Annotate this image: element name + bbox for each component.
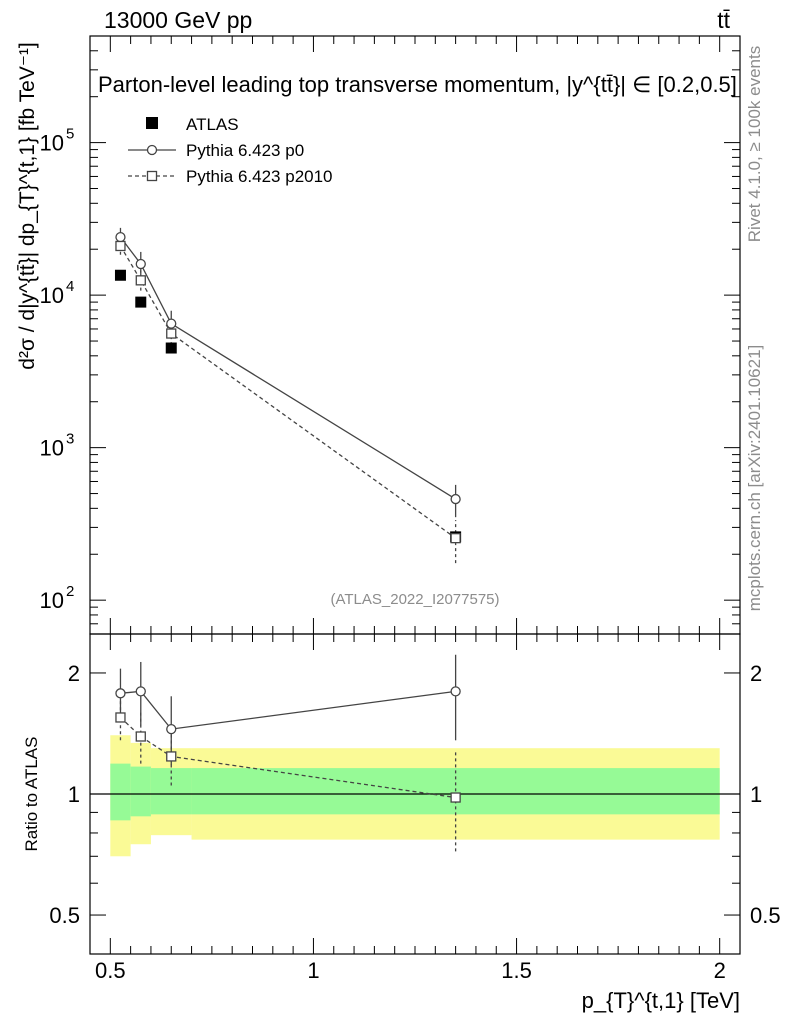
ratio-p2010-point <box>115 712 126 723</box>
ratio-p0-point <box>135 686 146 697</box>
ratio-stat-uncertainty-band <box>130 766 151 817</box>
main-p2010-point <box>135 275 146 286</box>
main-series-line <box>119 236 456 500</box>
legend-label: ATLAS <box>186 115 239 134</box>
analysis-label: (ATLAS_2022_I2077575) <box>330 591 499 608</box>
x-tick-label: 1 <box>307 958 319 983</box>
main-y-tick-exponent: 4 <box>66 278 74 295</box>
y-axis-label: d²σ / d|y^{tt̄}| dp_{T}^{t,1} [fb TeV⁻¹] <box>16 42 39 369</box>
x-tick-label: 0.5 <box>95 958 126 983</box>
main-p2010-point <box>450 533 461 544</box>
legend-atlas-marker <box>146 117 158 129</box>
main-y-tick-label: 10 <box>40 131 64 156</box>
plot-title: Parton-level leading top transverse mome… <box>98 72 737 97</box>
ratio-stat-uncertainty-band <box>110 763 131 821</box>
legend-p2010-marker <box>146 170 158 182</box>
ratio-y-tick-label: 0.5 <box>750 903 781 928</box>
main-p2010-point <box>166 328 177 339</box>
main-p0-point <box>166 318 177 329</box>
ratio-p2010-point <box>450 792 461 803</box>
rivet-label: Rivet 4.1.0, ≥ 100k events <box>745 46 764 242</box>
ratio-y-tick-label: 2 <box>68 661 80 686</box>
ratio-p0-point <box>450 686 461 697</box>
ratio-stat-uncertainty-band <box>150 768 192 815</box>
legend-label: Pythia 6.423 p0 <box>186 141 304 160</box>
main-atlas-point <box>114 269 126 281</box>
ratio-p2010-point <box>135 731 146 742</box>
main-p0-point <box>115 231 126 243</box>
ratio-y-tick-label: 2 <box>750 661 762 686</box>
main-y-tick-exponent: 2 <box>66 583 74 600</box>
ratio-p2010-point <box>166 751 177 762</box>
ratio-y-tick-label: 1 <box>750 782 762 807</box>
main-atlas-point <box>165 342 177 354</box>
legend-p0-marker <box>146 144 158 156</box>
main-series-line <box>119 245 457 539</box>
main-y-tick-label: 10 <box>40 283 64 308</box>
main-atlas-point <box>135 296 147 308</box>
ratio-p0-point <box>166 723 177 735</box>
ratio-y-tick-label: 1 <box>68 782 80 807</box>
x-axis-label: p_{T}^{t,1} [TeV] <box>582 988 740 1013</box>
ratio-series-line <box>120 690 456 730</box>
main-p0-point <box>135 258 146 270</box>
process-label: tt̄ <box>717 7 730 33</box>
main-y-tick-label: 10 <box>40 436 64 461</box>
x-tick-label: 2 <box>714 958 726 983</box>
ratio-y-axis-label: Ratio to ATLAS <box>22 737 41 852</box>
main-y-tick-exponent: 5 <box>66 126 74 143</box>
x-tick-label: 1.5 <box>501 958 532 983</box>
main-p0-point <box>450 493 461 505</box>
ratio-y-tick-label: 0.5 <box>49 903 80 928</box>
main-y-tick-label: 10 <box>40 588 64 613</box>
energy-label: 13000 GeV pp <box>104 7 252 33</box>
main-p2010-point <box>115 240 126 252</box>
legend: ATLAS Pythia 6.423 p0 Pythia 6.423 p2010 <box>128 115 333 186</box>
main-y-tick-exponent: 3 <box>66 431 74 448</box>
source-label: mcplots.cern.ch [arXiv:2401.10621] <box>745 345 764 611</box>
legend-label: Pythia 6.423 p2010 <box>186 167 333 186</box>
ratio-p0-point <box>115 688 126 699</box>
